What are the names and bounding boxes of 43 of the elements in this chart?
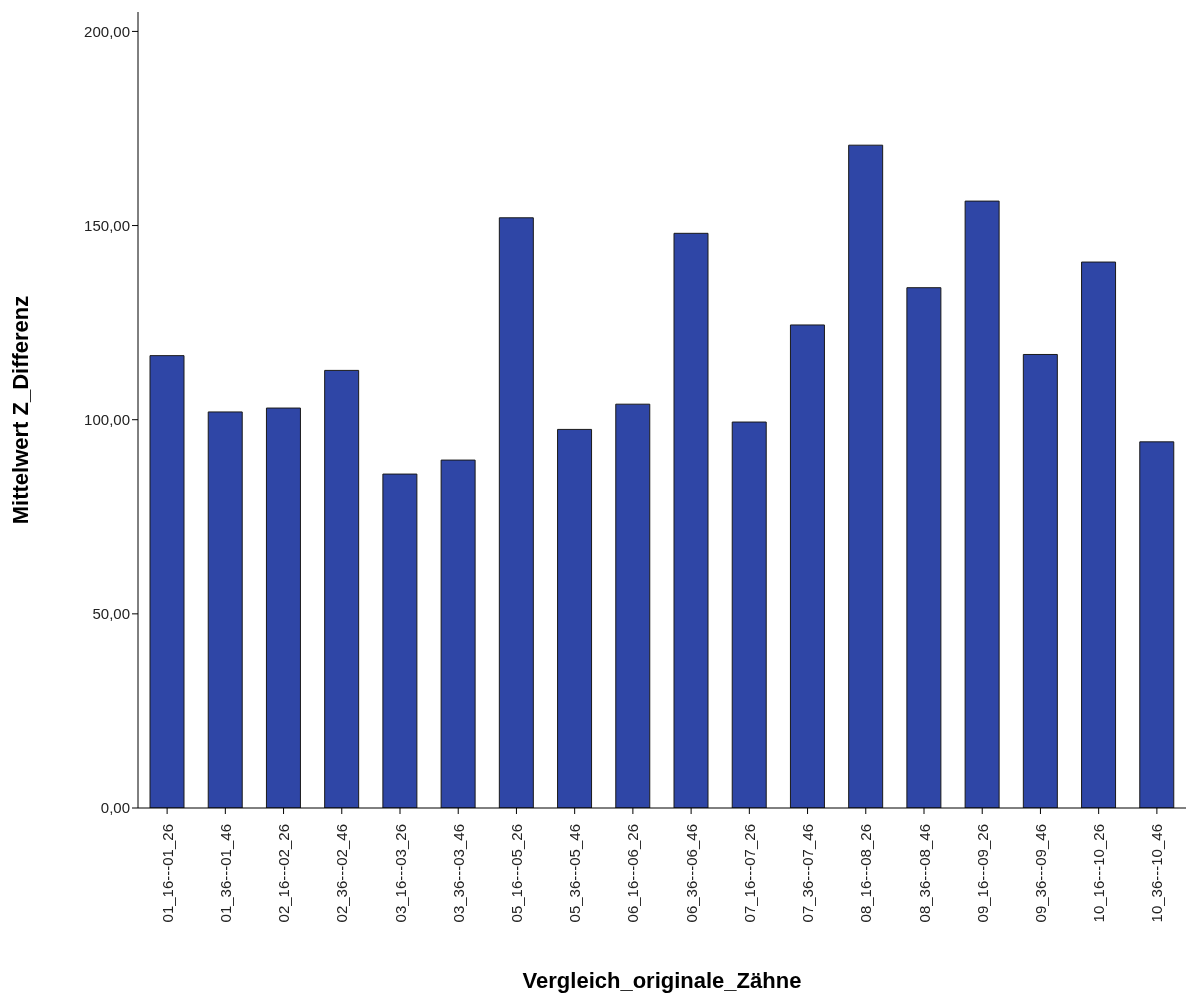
- x-tick-label: 06_36---06_46: [682, 824, 700, 923]
- x-tick-label: 01_16---01_26: [158, 824, 176, 923]
- bar: [265, 407, 301, 808]
- bar: [731, 421, 767, 808]
- x-tick-label: 01_36---01_46: [216, 824, 234, 923]
- x-tick-label: 08_36---08_46: [915, 824, 933, 923]
- x-tick-label: 02_16---02_26: [275, 824, 293, 923]
- x-tick-label: 05_16---05_26: [507, 824, 525, 923]
- x-tick-label: 03_36---03_46: [449, 824, 467, 923]
- x-tick-label: 09_36---09_46: [1031, 824, 1049, 923]
- y-tick-label: 200,00: [84, 22, 130, 40]
- bar: [382, 473, 418, 808]
- bar: [964, 200, 1000, 808]
- y-axis-title: Mittelwert Z_Differenz: [7, 295, 33, 525]
- bar: [1139, 441, 1175, 808]
- bar: [149, 355, 185, 808]
- bar: [207, 411, 243, 808]
- bar: [324, 369, 360, 808]
- bar: [906, 287, 942, 808]
- x-tick-label: 02_36---02_46: [333, 824, 351, 923]
- x-tick-label: 07_16---07_26: [740, 824, 758, 923]
- bar: [557, 428, 593, 808]
- x-tick-label: 09_16---09_26: [973, 824, 991, 923]
- y-tick-label: 0,00: [100, 799, 130, 817]
- x-tick-label: 03_16---03_26: [391, 824, 409, 923]
- x-tick-label: 06_16---06_26: [624, 824, 642, 923]
- y-tick-label: 150,00: [84, 216, 130, 234]
- bar: [1022, 353, 1058, 808]
- bar: [673, 232, 709, 808]
- y-tick-label: 50,00: [92, 605, 130, 623]
- x-axis-title: Vergleich_originale_Zähne: [522, 968, 802, 993]
- x-tick-label: 10_16---10_26: [1090, 824, 1108, 923]
- bar: [615, 403, 651, 808]
- bar: [789, 324, 825, 808]
- bar: [848, 144, 884, 808]
- y-tick-label: 100,00: [84, 411, 130, 429]
- bar: [1081, 261, 1117, 808]
- x-tick-label: 08_16---08_26: [857, 824, 875, 923]
- x-tick-label: 10_36---10_46: [1148, 824, 1166, 923]
- bar: [440, 459, 476, 808]
- x-tick-label: 05_36---05_46: [566, 824, 584, 923]
- bar: [498, 217, 534, 808]
- x-tick-label: 07_36---07_46: [799, 824, 817, 923]
